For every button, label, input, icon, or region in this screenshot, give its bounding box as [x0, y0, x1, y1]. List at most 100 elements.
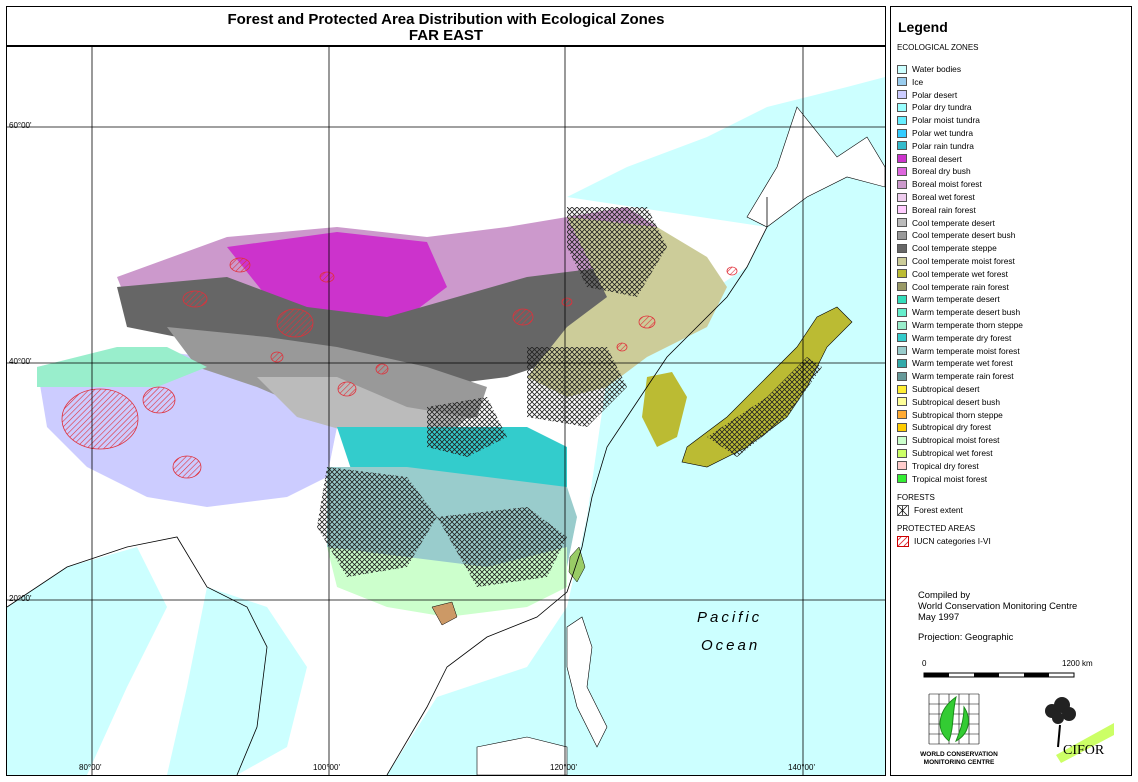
- cifor-logo-icon: [1045, 697, 1114, 763]
- legend-zone-label: Boreal desert: [912, 153, 962, 164]
- legend-row-zone: Warm temperate wet forest: [897, 357, 1013, 369]
- wcmc-text-line1: WORLD CONSERVATION: [920, 751, 998, 758]
- legend-title: Legend: [898, 19, 948, 35]
- legend-row-zone: Cool temperate desert bush: [897, 229, 1015, 241]
- legend-zone-label: Polar dry tundra: [912, 102, 972, 113]
- legend-zone-label: Boreal dry bush: [912, 166, 971, 177]
- legend-row-zone: Warm temperate dry forest: [897, 332, 1011, 344]
- legend-swatch: [897, 461, 907, 471]
- legend-protected-label: IUCN categories I-VI: [914, 536, 991, 546]
- ocean-label-ocean: Ocean: [701, 637, 761, 654]
- legend-zone-label: Warm temperate desert bush: [912, 307, 1021, 318]
- legend-zone-label: Warm temperate thorn steppe: [912, 320, 1023, 330]
- legend-swatch: [897, 179, 907, 189]
- forest-swatch-icon: [897, 504, 909, 516]
- legend-zone-label: Cool temperate rain forest: [912, 281, 1009, 292]
- legend-row-zone: Water bodies: [897, 63, 961, 75]
- legend-swatch: [897, 218, 907, 228]
- legend-panel: Legend ECOLOGICAL ZONES Water bodies Ice P…: [890, 6, 1132, 776]
- sea-indian: [7, 547, 167, 775]
- map-canvas: [7, 47, 885, 775]
- legend-swatch: [897, 192, 907, 202]
- legend-swatch: [897, 384, 907, 394]
- legend-row-zone: Boreal dry bush: [897, 165, 971, 177]
- legend-swatch: [897, 154, 907, 164]
- legend-swatch: [897, 90, 907, 100]
- legend-row-protected: IUCN categories I-VI: [897, 535, 991, 547]
- legend-row-zone: Subtropical desert bush: [897, 396, 1000, 408]
- legend-swatch: [897, 435, 907, 445]
- legend-row-zone: Polar moist tundra: [897, 114, 980, 126]
- scale-bar: 0 1200 km: [918, 659, 1108, 689]
- legend-zone-label: Polar rain tundra: [912, 140, 974, 151]
- credits-block: Compiled by World Conservation Monitorin…: [918, 589, 1077, 622]
- lat-label-40: 40°00': [9, 357, 32, 366]
- legend-zone-label: Boreal rain forest: [912, 204, 976, 215]
- legend-row-zone: Cool temperate steppe: [897, 242, 997, 254]
- legend-row-zone: Boreal rain forest: [897, 204, 976, 216]
- projection-text: Projection: Geographic: [918, 631, 1014, 642]
- legend-swatch: [897, 422, 907, 432]
- legend-zone-label: Polar wet tundra: [912, 128, 973, 138]
- legend-swatch: [897, 166, 907, 176]
- sea-area: [387, 77, 885, 775]
- sea-bay: [167, 587, 307, 775]
- legend-swatch: [897, 346, 907, 356]
- lon-label-100: 100°00': [313, 763, 340, 772]
- legend-row-zone: Cool temperate moist forest: [897, 255, 1015, 267]
- legend-row-zone: Cool temperate desert: [897, 217, 995, 229]
- legend-swatch: [897, 282, 907, 292]
- legend-zone-label: Tropical dry forest: [912, 460, 979, 471]
- lon-label-80: 80°00': [79, 763, 102, 772]
- legend-forest-label: Forest extent: [914, 505, 963, 515]
- legend-swatch: [897, 115, 907, 125]
- zone-warm-thorn: [37, 347, 207, 387]
- legend-row-zone: Warm temperate desert bush: [897, 306, 1020, 318]
- legend-swatch: [897, 320, 907, 330]
- legend-row-zone: Boreal desert: [897, 153, 962, 165]
- legend-row-zone: Subtropical thorn steppe: [897, 409, 1003, 421]
- legend-zone-label: Cool temperate desert bush: [912, 230, 1016, 241]
- legend-swatch: [897, 205, 907, 215]
- wcmc-text-line2: MONITORING CENTRE: [923, 759, 995, 766]
- ocean-label-pacific: Pacific: [697, 609, 763, 626]
- scale-bar-graphic: [923, 672, 1075, 678]
- legend-swatch: [897, 294, 907, 304]
- legend-swatch: [897, 64, 907, 74]
- legend-zone-label: Subtropical thorn steppe: [912, 409, 1003, 420]
- legend-zone-label: Water bodies: [912, 64, 962, 74]
- legend-row-zone: Subtropical moist forest: [897, 434, 1000, 446]
- lon-label-140: 140°00': [788, 763, 815, 772]
- forest-extent: [317, 207, 822, 587]
- legend-swatch: [897, 102, 907, 112]
- legend-zone-label: Cool temperate steppe: [912, 243, 997, 254]
- wcmc-logo-text: WORLD CONSERVATION MONITORING CENTRE: [899, 751, 1019, 767]
- legend-swatch: [897, 397, 907, 407]
- coastline-india: [7, 536, 268, 775]
- legend-zone-label: Subtropical desert: [912, 384, 980, 394]
- lat-label-60: 60°00': [9, 121, 32, 130]
- legend-row-forest: Forest extent: [897, 504, 963, 516]
- legend-row-zone: Tropical dry forest: [897, 460, 979, 472]
- legend-zone-label: Subtropical wet forest: [912, 448, 993, 458]
- zone-cool-desert: [257, 377, 467, 437]
- lat-label-20: 20°00': [9, 594, 32, 603]
- scale-start: 0: [922, 659, 927, 668]
- legend-swatch: [897, 448, 907, 458]
- legend-row-zone: Ice: [897, 76, 923, 88]
- legend-swatch: [897, 410, 907, 420]
- legend-row-zone: Polar rain tundra: [897, 140, 974, 152]
- scale-end: 1200 km: [1062, 659, 1093, 668]
- legend-forests-heading: FORESTS: [897, 493, 935, 502]
- legend-row-zone: Boreal moist forest: [897, 178, 982, 190]
- legend-eco-heading: ECOLOGICAL ZONES: [897, 43, 979, 52]
- legend-swatch: [897, 243, 907, 253]
- legend-zone-label: Ice: [912, 76, 924, 87]
- legend-zone-label: Warm temperate dry forest: [912, 332, 1012, 343]
- zone-hainan: [431, 601, 458, 626]
- credit-org: World Conservation Monitoring Centre: [918, 600, 1078, 611]
- legend-row-zone: Tropical moist forest: [897, 473, 987, 485]
- cifor-logo-text: CIFOR: [1063, 743, 1105, 758]
- legend-zone-label: Boreal wet forest: [912, 192, 975, 202]
- legend-zone-label: Polar desert: [912, 89, 958, 100]
